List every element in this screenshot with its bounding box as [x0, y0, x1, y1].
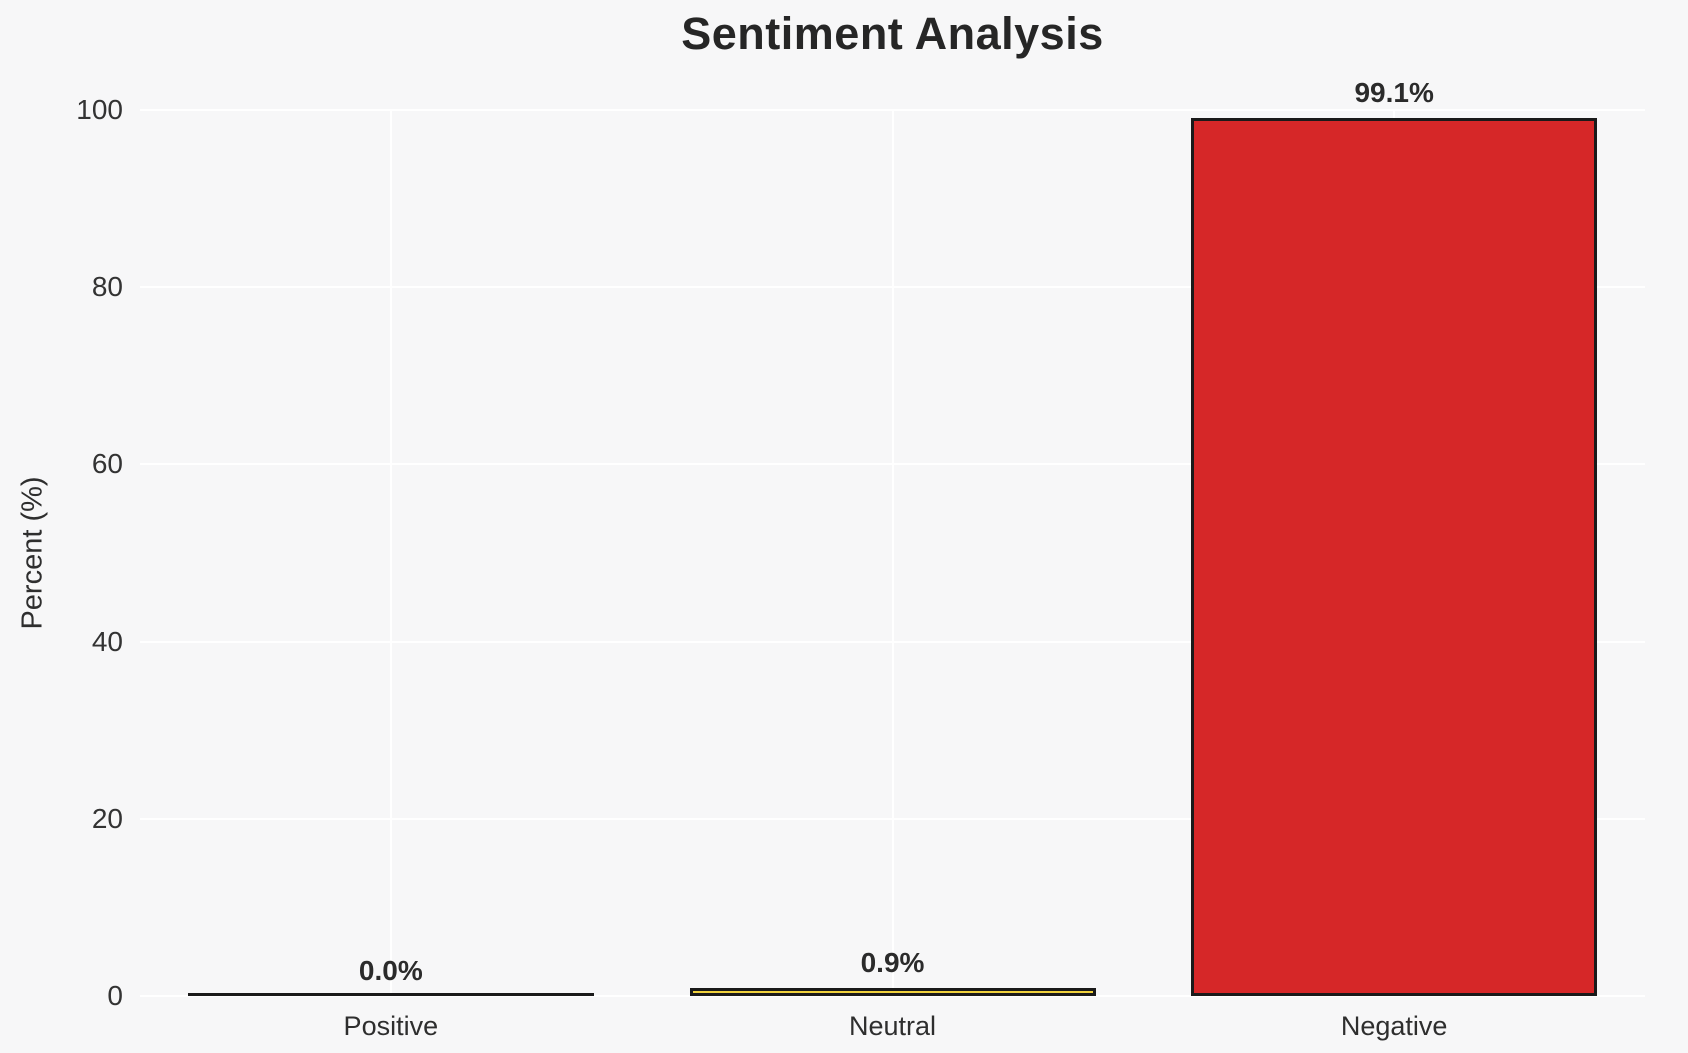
y-tick-label: 40: [91, 625, 123, 657]
value-label: 99.1%: [1354, 77, 1434, 108]
bar-negative: [1191, 118, 1597, 996]
plot-area: 0 20 40 60 80 100 0.0% Positive 0.9% Neutral 99.1%…: [76, 77, 1645, 1041]
y-tick-label: 100: [76, 94, 123, 125]
gridline-horizontal: [140, 995, 1645, 997]
y-axis-label: Percent (%): [16, 476, 49, 630]
chart-title: Sentiment Analysis: [681, 8, 1104, 59]
bar-neutral: [690, 988, 1096, 996]
value-label: 0.0%: [358, 955, 423, 986]
y-tick-label: 20: [91, 802, 123, 834]
gridline-vertical: [891, 110, 894, 996]
y-tick-label: 60: [91, 448, 123, 480]
y-tick-label: 80: [91, 271, 123, 303]
category-label: Neutral: [848, 1011, 937, 1041]
category-label: Negative: [1340, 1011, 1448, 1041]
y-tick-label: 0: [107, 980, 123, 1011]
gridline-vertical: [389, 110, 392, 996]
value-label: 0.9%: [860, 947, 925, 978]
category-label: Positive: [343, 1011, 439, 1041]
bar-positive: [188, 993, 594, 996]
